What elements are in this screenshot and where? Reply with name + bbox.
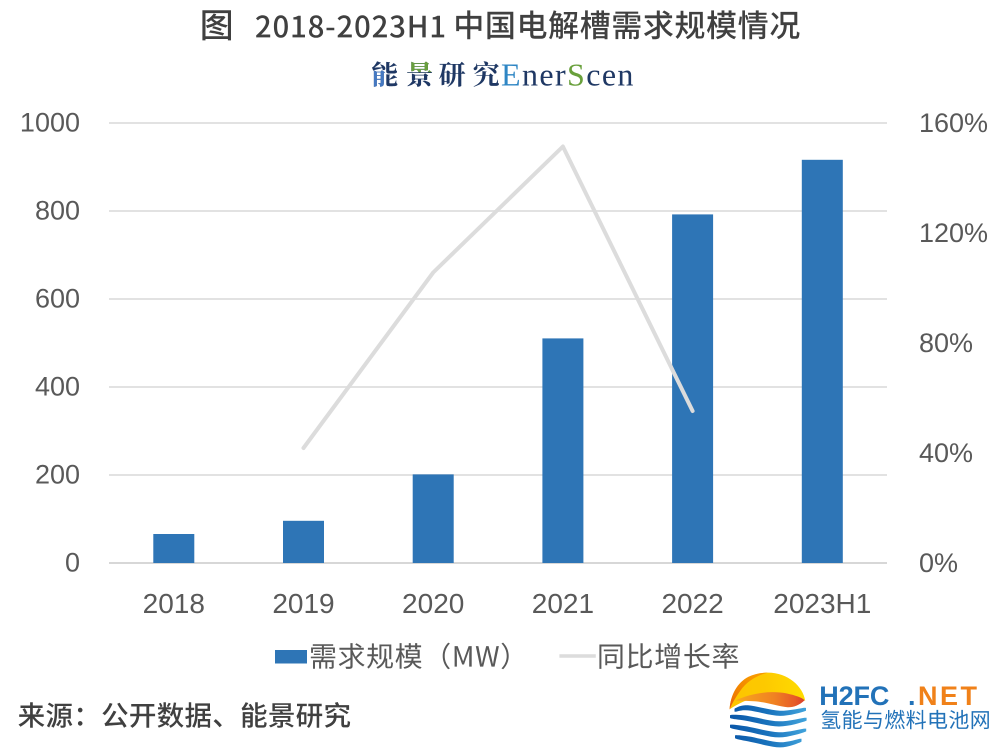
svg-text:2023H1: 2023H1	[773, 588, 871, 619]
svg-text:600: 600	[35, 283, 80, 313]
svg-text:0%: 0%	[919, 548, 958, 578]
svg-text:2020: 2020	[402, 588, 464, 619]
svg-text:.NET: .NET	[908, 681, 980, 711]
svg-text:H2FC: H2FC	[819, 681, 889, 711]
svg-text:40%: 40%	[919, 438, 973, 468]
svg-text:200: 200	[35, 459, 80, 489]
svg-text:2019: 2019	[272, 588, 334, 619]
svg-text:2022: 2022	[661, 588, 723, 619]
svg-text:80%: 80%	[919, 328, 973, 358]
svg-text:120%: 120%	[919, 218, 988, 248]
svg-text:2018: 2018	[143, 588, 205, 619]
svg-text:0: 0	[65, 547, 80, 577]
svg-text:400: 400	[35, 371, 80, 401]
svg-text:800: 800	[35, 195, 80, 225]
svg-text:160%: 160%	[919, 108, 988, 138]
svg-text:EnerScen: EnerScen	[501, 57, 635, 93]
svg-text:2021: 2021	[532, 588, 594, 619]
svg-text:1000: 1000	[20, 107, 80, 137]
